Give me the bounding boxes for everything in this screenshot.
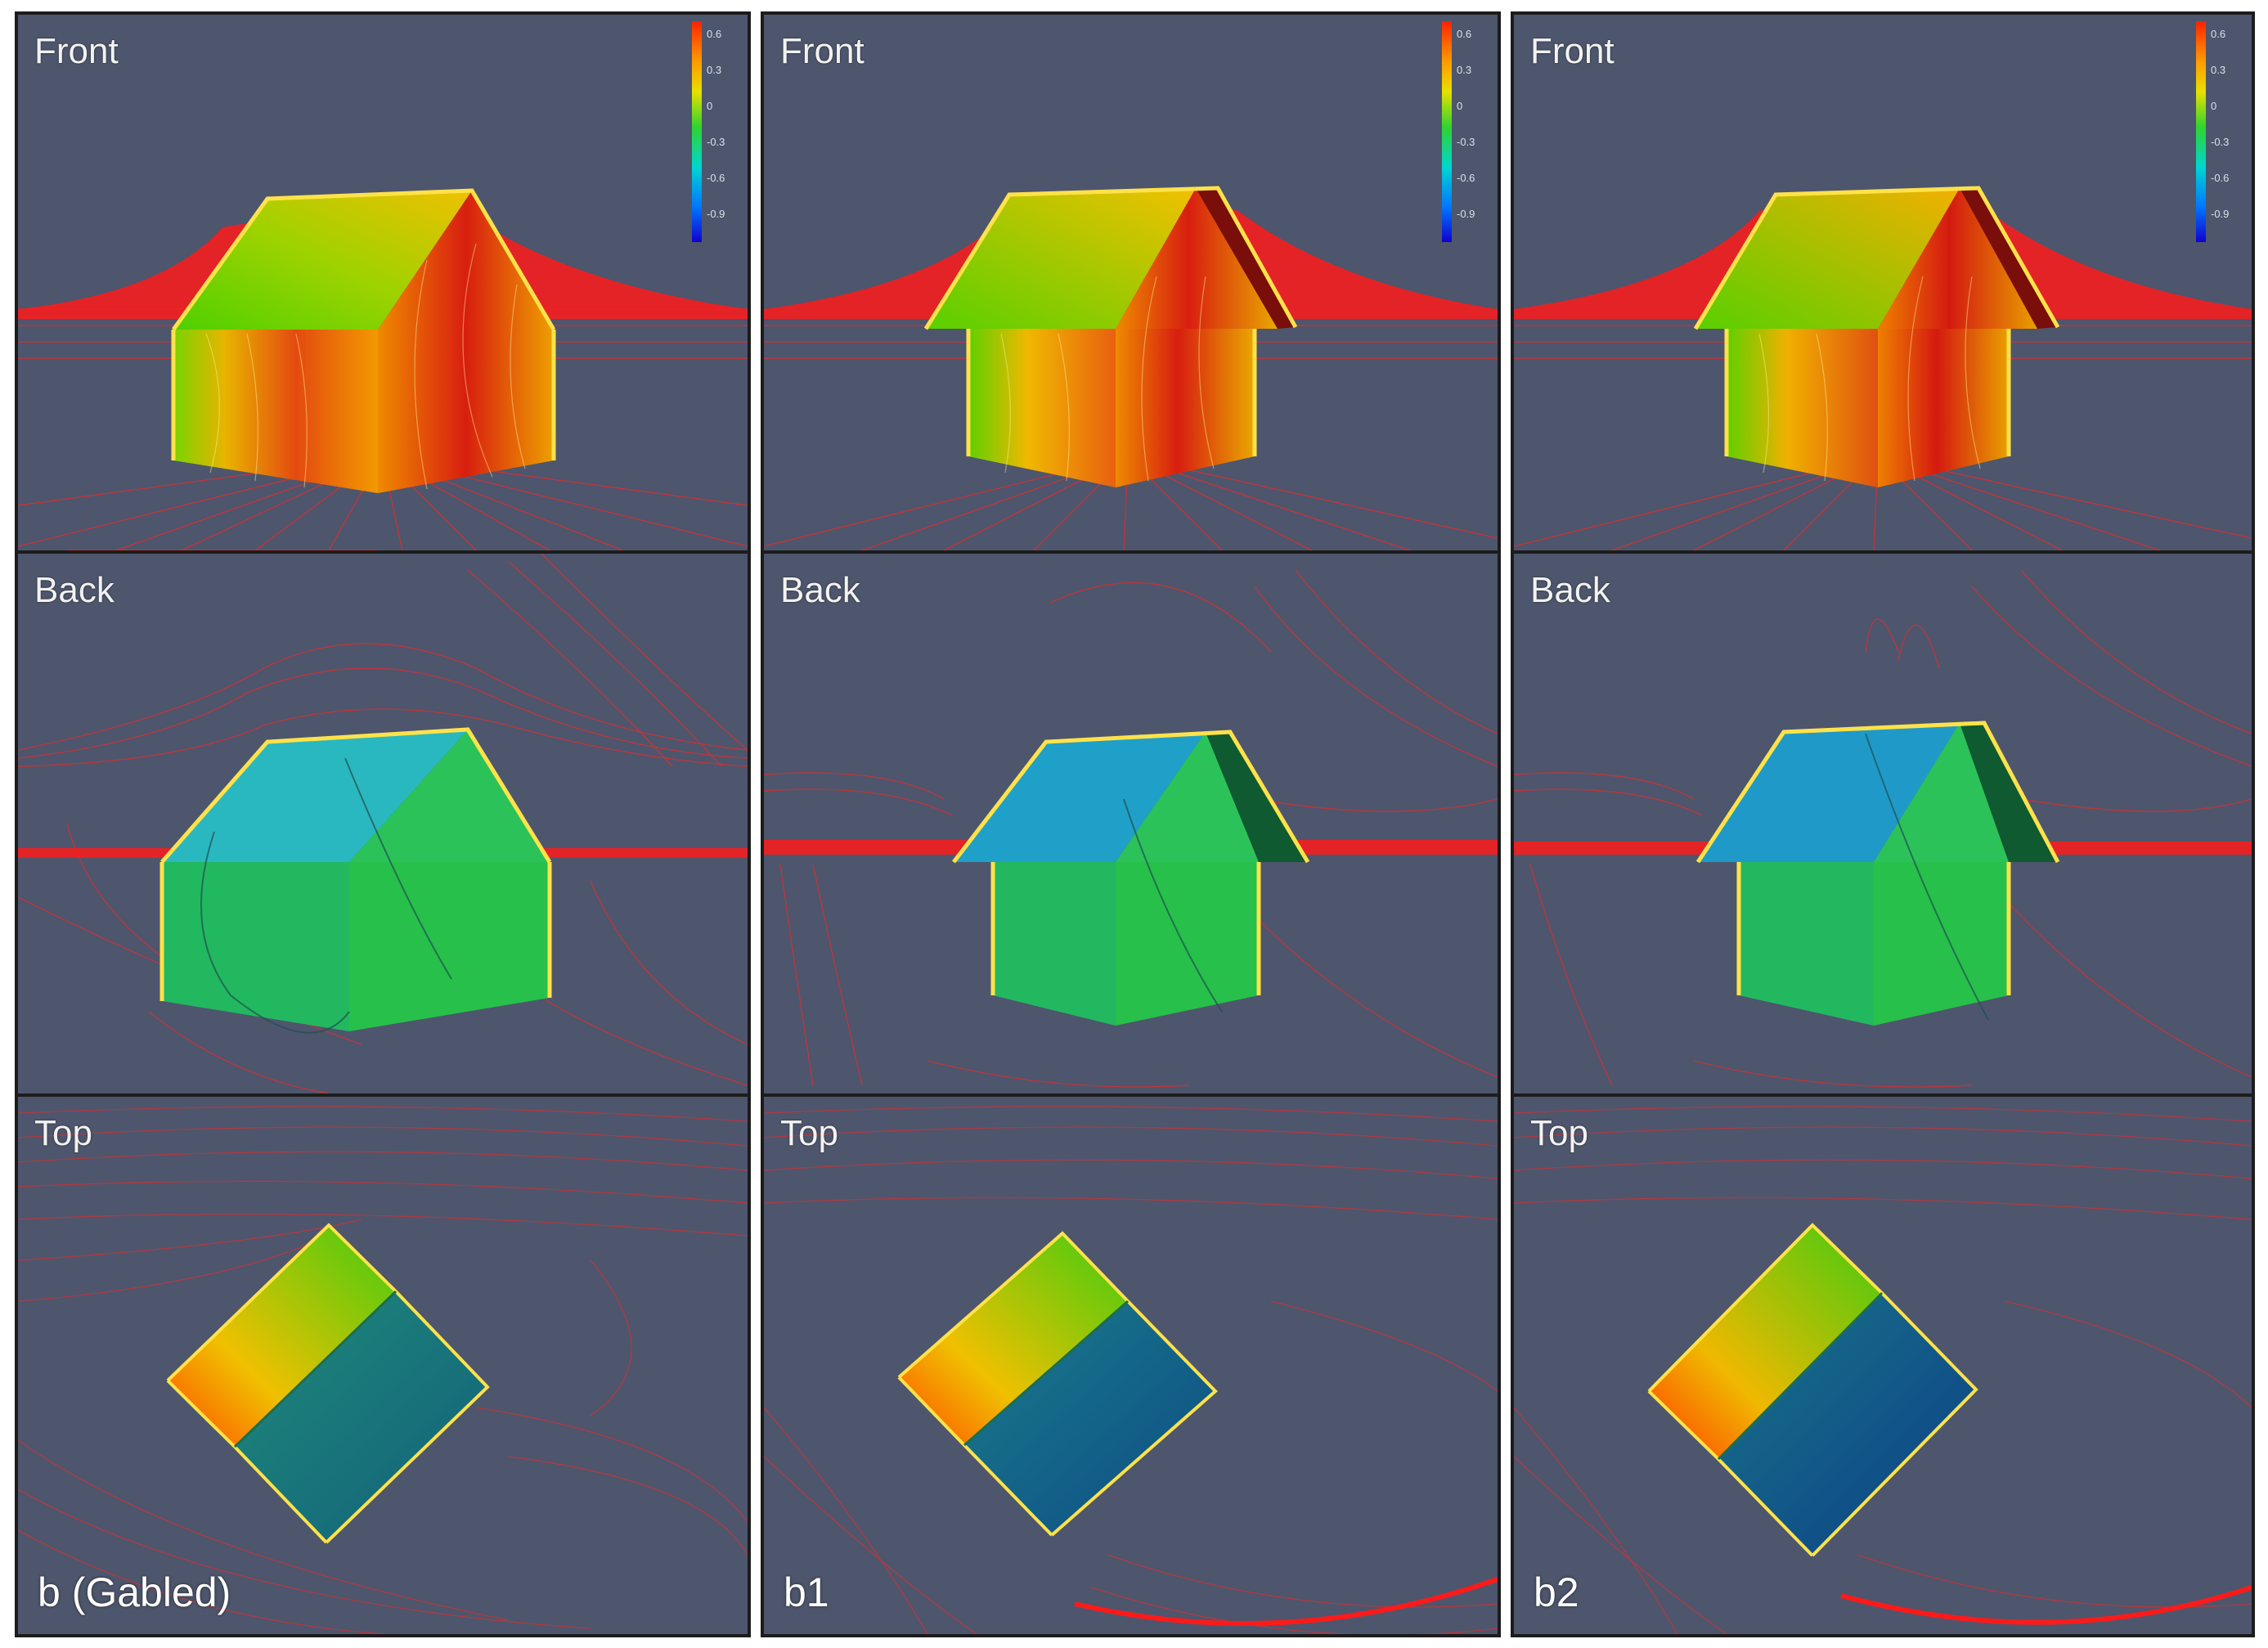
- colorbar: 0.6 0.3 0 -0.3 -0.6 -0.9: [692, 21, 725, 242]
- front-render: [18, 188, 748, 550]
- front-view: Front 0.6 0.3 0 -0.3 -0.6 -0.9: [18, 15, 748, 550]
- colorbar: 0.6 0.3 0 -0.3 -0.6 -0.9: [1442, 21, 1475, 242]
- view-label-back: Back: [1530, 570, 1610, 610]
- colorbar-tick: -0.9: [1457, 208, 1475, 220]
- panel-b2: Front 0.6 0.3 0 -0.3 -0.6 -0.9: [1511, 11, 2255, 1637]
- colorbar-tick: -0.3: [707, 136, 725, 148]
- back-render: [764, 569, 1498, 1088]
- colorbar-tick: -0.6: [1457, 172, 1475, 184]
- top-render: [764, 1106, 1498, 1634]
- top-view: Top b2: [1514, 1097, 2252, 1634]
- divider: [18, 1093, 748, 1097]
- front-render: [1514, 186, 2252, 550]
- colorbar-tick: 0.6: [2211, 28, 2226, 40]
- panel-caption: b1: [784, 1569, 829, 1615]
- top-view: Top b (Gabled): [18, 1097, 748, 1634]
- back-view: Back: [18, 554, 748, 1093]
- colorbar-tick: -0.9: [707, 208, 725, 220]
- colorbar-tick: 0.6: [707, 28, 722, 40]
- colorbar-tick: -0.6: [2211, 172, 2230, 184]
- view-label-front: Front: [34, 31, 119, 71]
- top-view: Top b1: [764, 1097, 1498, 1634]
- colorbar-tick: 0: [707, 100, 713, 112]
- view-label-front: Front: [1530, 31, 1615, 71]
- view-label-back: Back: [34, 570, 115, 610]
- back-view: Back: [764, 554, 1498, 1093]
- colorbar-tick: -0.6: [707, 172, 725, 184]
- colorbar-tick: -0.3: [2211, 136, 2230, 148]
- colorbar-tick: 0.3: [1457, 64, 1472, 76]
- divider: [764, 1093, 1498, 1097]
- view-label-back: Back: [780, 570, 860, 610]
- colorbar-gradient: [692, 21, 702, 242]
- view-label-top: Top: [1530, 1113, 1588, 1153]
- panel-caption: b2: [1534, 1569, 1579, 1615]
- colorbar-gradient: [1442, 21, 1452, 242]
- divider: [18, 550, 748, 554]
- colorbar-tick: 0.3: [2211, 64, 2226, 76]
- colorbar-tick: -0.9: [2211, 208, 2230, 220]
- top-render: [1514, 1106, 2252, 1634]
- back-view: Back: [1514, 554, 2252, 1093]
- colorbar-tick: -0.3: [1457, 136, 1475, 148]
- top-render: [18, 1106, 748, 1634]
- back-render: [1514, 569, 2252, 1088]
- colorbar: 0.6 0.3 0 -0.3 -0.6 -0.9: [2196, 21, 2229, 242]
- back-render: [18, 554, 748, 1093]
- colorbar-tick: 0.3: [707, 64, 722, 76]
- front-view: Front 0.6 0.3 0 -0.3 -0.6 -0.9: [1514, 15, 2252, 550]
- panel-b-gabled: Front 0.6 0.3 0 -0.3 -0.6 -0.9: [15, 11, 751, 1637]
- divider: [764, 550, 1498, 554]
- front-render: [764, 186, 1498, 550]
- view-label-top: Top: [34, 1113, 92, 1153]
- colorbar-tick: 0: [2211, 100, 2217, 112]
- divider: [1514, 550, 2252, 554]
- panel-b1: Front 0.6 0.3 0 -0.3 -0.6 -0.9: [761, 11, 1501, 1637]
- colorbar-tick: 0: [1457, 100, 1463, 112]
- view-label-front: Front: [780, 31, 865, 71]
- colorbar-tick: 0.6: [1457, 28, 1472, 40]
- front-view: Front 0.6 0.3 0 -0.3 -0.6 -0.9: [764, 15, 1498, 550]
- colorbar-gradient: [2196, 21, 2206, 242]
- panel-caption: b (Gabled): [38, 1569, 231, 1615]
- divider: [1514, 1093, 2252, 1097]
- view-label-top: Top: [780, 1113, 838, 1153]
